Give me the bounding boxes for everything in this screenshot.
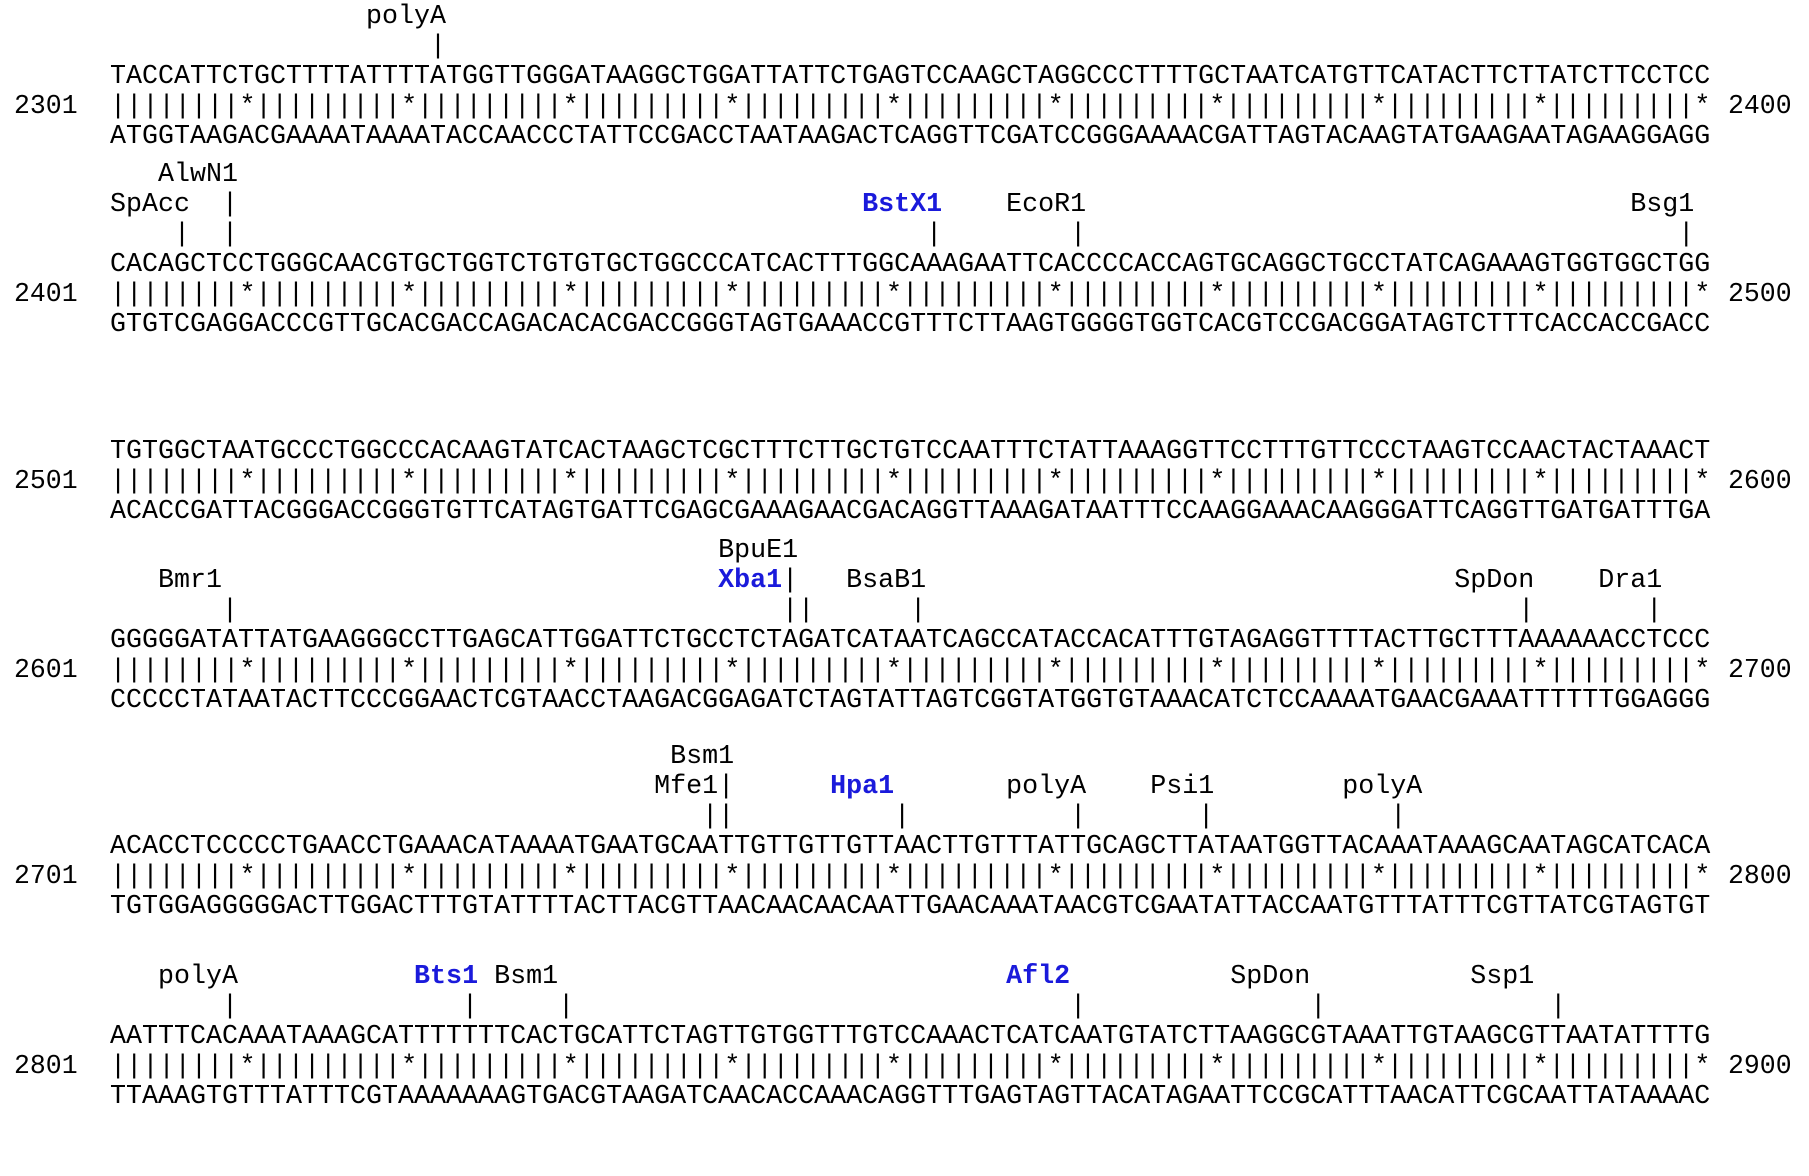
end-position: 2800: [1728, 861, 1792, 891]
enzyme-annotation-line: AlwN1: [110, 159, 239, 189]
bottom-strand: TGTGGAGGGGGACTTGGACTTTGTATTTTACTTACGTTAA…: [110, 891, 1711, 921]
top-strand: GGGGGATATTATGAAGGGCCTTGAGCATTGGATTCTGCCT…: [110, 625, 1711, 655]
highlighted-enzyme: BstX1: [862, 189, 943, 219]
enzyme-annotation-line: Mfe1| Hpa1 polyA Psi1 polyA: [110, 771, 1423, 801]
highlighted-enzyme: Bts1: [414, 961, 479, 991]
bottom-strand: CCCCCTATAATACTTCCCGGAACTCGTAACCTAAGACGGA…: [110, 685, 1711, 715]
top-strand: ACACCTCCCCCTGAACCTGAAACATAAAATGAATGCAATT…: [110, 831, 1711, 861]
match-line: ||||||||*|||||||||*|||||||||*|||||||||*|…: [110, 861, 1711, 891]
enzyme-annotation-line: SpAcc | BstX1 EcoR1 Bsg1: [110, 189, 1695, 219]
enzyme-annotation-line: BpuE1: [110, 535, 799, 565]
enzyme-annotation-line: | || | | |: [110, 595, 1663, 625]
start-position: 2701: [14, 861, 78, 891]
match-line: ||||||||*|||||||||*|||||||||*|||||||||*|…: [110, 1051, 1711, 1081]
match-line: ||||||||*|||||||||*|||||||||*|||||||||*|…: [110, 655, 1711, 685]
enzyme-annotation-line: polyA: [110, 1, 447, 31]
start-position: 2301: [14, 91, 78, 121]
start-position: 2401: [14, 279, 78, 309]
bottom-strand: GTGTCGAGGACCCGTTGCACGACCAGACACACGACCGGGT…: [110, 309, 1711, 339]
end-position: 2400: [1728, 91, 1792, 121]
match-line: ||||||||*|||||||||*|||||||||*|||||||||*|…: [110, 279, 1711, 309]
enzyme-annotation-line: | | | | | |: [110, 991, 1567, 1021]
bottom-strand: ATGGTAAGACGAAAATAAAATACCAACCCTATTCCGACCT…: [110, 121, 1711, 151]
enzyme-annotation-line: polyA Bts1 Bsm1 Afl2 SpDon Ssp1: [110, 961, 1535, 991]
end-position: 2500: [1728, 279, 1792, 309]
enzyme-annotation-line: Bsm1: [110, 741, 735, 771]
enzyme-annotation-line: || | | | |: [110, 801, 1407, 831]
top-strand: AATTTCACAAATAAAGCATTTTTTTCACTGCATTCTAGTT…: [110, 1021, 1711, 1051]
top-strand: TGTGGCTAATGCCCTGGCCCACAAGTATCACTAAGCTCGC…: [110, 436, 1711, 466]
enzyme-annotation-line: Bmr1 Xba1| BsaB1 SpDon Dra1: [110, 565, 1663, 595]
enzyme-annotation-line: |: [110, 31, 447, 61]
match-line: ||||||||*|||||||||*|||||||||*|||||||||*|…: [110, 466, 1711, 496]
start-position: 2501: [14, 466, 78, 496]
start-position: 2801: [14, 1051, 78, 1081]
highlighted-enzyme: Xba1: [718, 565, 783, 595]
bottom-strand: TTAAAGTGTTTATTTCGTAAAAAAAGTGACGTAAGATCAA…: [110, 1081, 1711, 1111]
start-position: 2601: [14, 655, 78, 685]
end-position: 2900: [1728, 1051, 1792, 1081]
highlighted-enzyme: Hpa1: [830, 771, 895, 801]
match-line: ||||||||*|||||||||*|||||||||*|||||||||*|…: [110, 91, 1711, 121]
bottom-strand: ACACCGATTACGGGACCGGGTGTTCATAGTGATTCGAGCG…: [110, 496, 1711, 526]
top-strand: CACAGCTCCTGGGCAACGTGCTGGTCTGTGTGCTGGCCCA…: [110, 249, 1711, 279]
top-strand: TACCATTCTGCTTTTATTTTATGGTTGGGATAAGGCTGGA…: [110, 61, 1711, 91]
highlighted-enzyme: Afl2: [1006, 961, 1071, 991]
enzyme-annotation-line: | | | | |: [110, 219, 1695, 249]
end-position: 2600: [1728, 466, 1792, 496]
end-position: 2700: [1728, 655, 1792, 685]
